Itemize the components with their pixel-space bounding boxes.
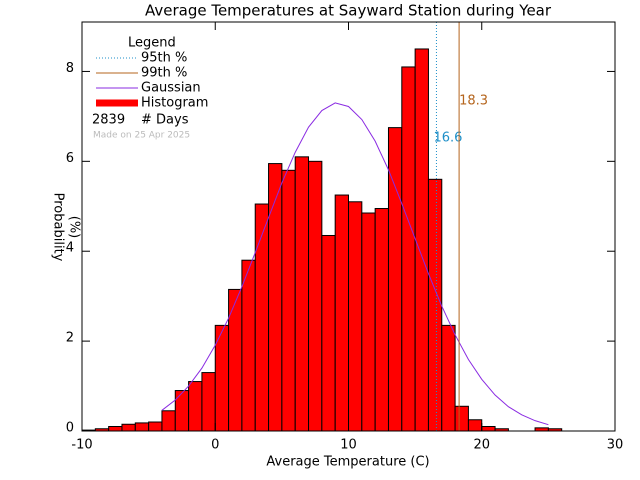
bar	[321, 234, 336, 432]
x-tick-label: 0	[211, 438, 219, 453]
bar	[121, 423, 136, 432]
bar	[201, 372, 216, 432]
bar	[401, 66, 416, 432]
legend-label: Histogram	[141, 96, 208, 111]
x-tick-label: 20	[473, 438, 490, 453]
y-tick-label: 2	[66, 331, 74, 346]
bar	[188, 381, 203, 432]
y-tick-label: 6	[66, 151, 74, 166]
x-axis-label: Average Temperature (C)	[266, 455, 429, 470]
bar	[108, 426, 123, 432]
legend-title: Legend	[128, 36, 176, 51]
bar	[254, 203, 270, 432]
bar	[174, 390, 190, 432]
y-tick-label: 8	[66, 61, 74, 76]
bar	[441, 324, 456, 432]
bar	[427, 178, 443, 432]
bar	[148, 421, 163, 432]
bar	[161, 410, 176, 432]
legend-label: Gaussian	[141, 81, 201, 96]
bar	[454, 405, 469, 432]
bar	[268, 163, 283, 432]
bar	[467, 419, 483, 432]
bar	[387, 127, 403, 432]
y-tick-label: 0	[66, 421, 74, 436]
gaussian-curve	[161, 102, 549, 426]
bar	[308, 160, 323, 432]
days-label: # Days	[141, 113, 189, 128]
y-tick-label: 4	[66, 241, 74, 256]
chart-title: Average Temperatures at Sayward Station …	[145, 2, 552, 20]
bar	[361, 212, 376, 432]
x-tick-label: -10	[71, 438, 92, 453]
days-count: 2839	[92, 113, 125, 128]
percentile-label: 18.3	[459, 94, 488, 109]
x-tick-label: 10	[340, 438, 357, 453]
bar	[281, 169, 296, 432]
bar	[294, 156, 310, 432]
bar	[374, 208, 389, 432]
percentile-label: 16.6	[433, 131, 462, 146]
legend-label: 99th %	[141, 66, 187, 81]
bar	[414, 48, 429, 432]
x-tick-label: 30	[607, 438, 624, 453]
bar	[481, 426, 496, 432]
y-axis-label: (%)	[67, 216, 82, 239]
bar	[134, 422, 150, 432]
y-axis-label: Probability	[51, 193, 66, 262]
bar	[241, 259, 256, 432]
bar	[228, 288, 243, 432]
bar	[348, 201, 363, 432]
note: Made on 25 Apr 2025	[93, 131, 190, 141]
bar	[334, 194, 349, 432]
legend-label: 95th %	[141, 51, 187, 66]
